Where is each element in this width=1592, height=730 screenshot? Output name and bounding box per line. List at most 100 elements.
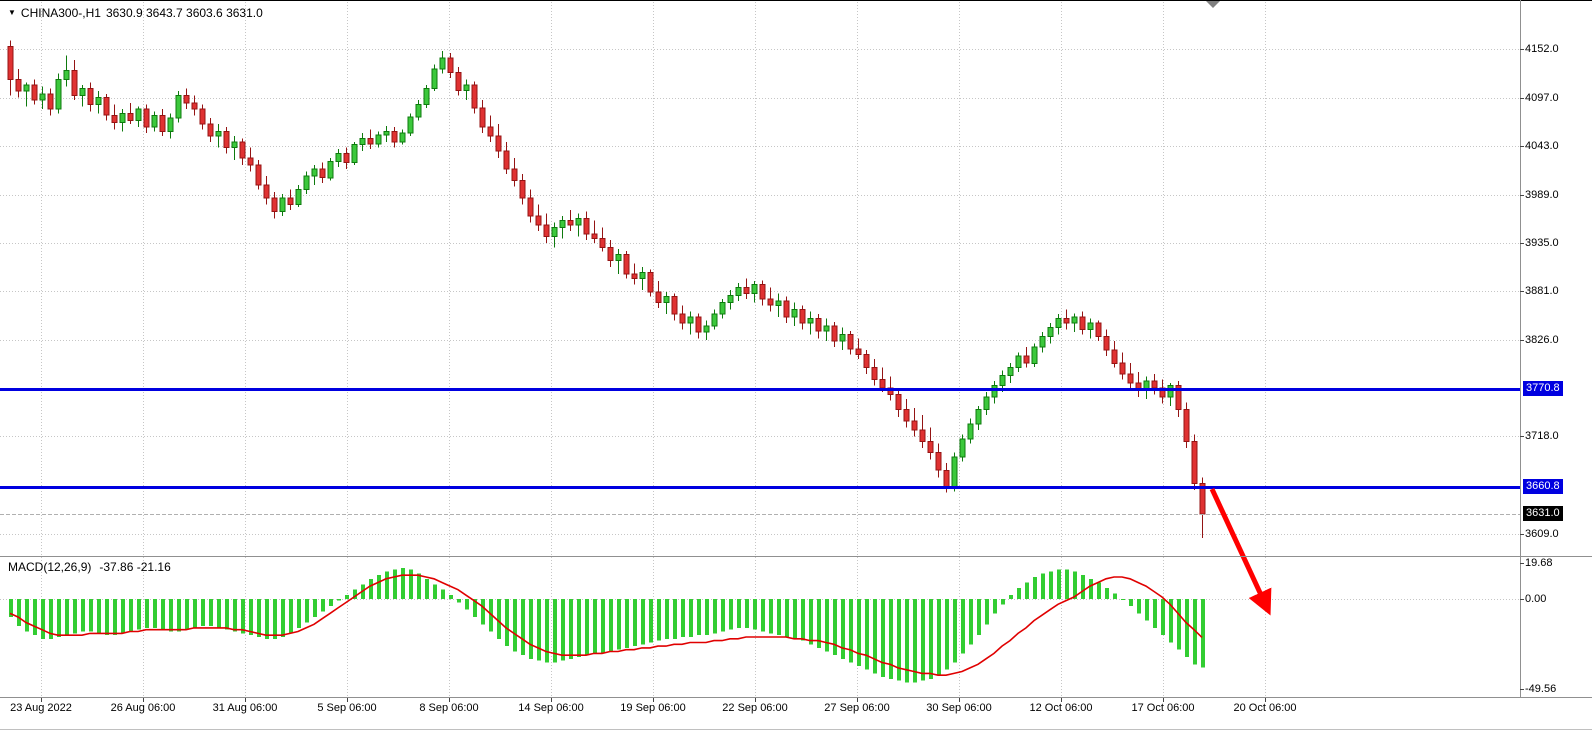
bull-candle — [551, 227, 558, 238]
macd-bar — [97, 598, 101, 634]
macd-bar — [161, 598, 165, 630]
bear-candle — [919, 429, 926, 443]
time-axis-label: 20 Oct 06:00 — [1233, 702, 1297, 714]
price-axis-label: 3718.0 — [1525, 430, 1559, 443]
macd-bar — [649, 598, 653, 643]
chart-shift-marker[interactable] — [1206, 1, 1220, 8]
bull-candle — [807, 318, 814, 324]
macd-bar — [425, 578, 429, 599]
candles — [7, 40, 1206, 539]
macd-bar — [1161, 598, 1165, 636]
bear-candle — [487, 126, 494, 137]
bear-candle — [799, 309, 806, 324]
macd-bar — [697, 598, 701, 636]
time-axis[interactable]: 23 Aug 2022 26 Aug 06:00 31 Aug 06:00 5 Sep… — [0, 698, 1592, 730]
bull-candle — [967, 423, 974, 440]
macd-bar — [457, 598, 461, 603]
bull-candle — [415, 104, 422, 118]
bear-candle — [519, 179, 526, 199]
macd-bar — [833, 598, 837, 656]
price-axis[interactable]: 4152.0 4097.0 4043.0 3989.0 3935.0 3881.0 3826… — [1521, 0, 1592, 698]
macd-bar — [1001, 598, 1005, 605]
macd-bar — [217, 598, 221, 628]
bear-candle — [15, 79, 22, 92]
macd-indicator-label: MACD(12,26,9) -37.86 -21.16 — [8, 560, 171, 574]
macd-bar — [153, 598, 157, 628]
macd-bar — [1145, 598, 1149, 621]
bear-candle — [583, 218, 590, 235]
macd-bar — [377, 575, 381, 599]
time-axis-label: 5 Sep 06:00 — [317, 702, 377, 714]
bear-candle — [287, 197, 294, 205]
macd-bar — [481, 598, 485, 625]
macd-bar — [465, 598, 469, 610]
macd-bar — [201, 598, 205, 627]
bear-candle — [655, 291, 662, 304]
bear-candle — [103, 96, 110, 116]
bear-candle — [671, 295, 678, 315]
macd-bar — [673, 598, 677, 639]
macd-bar — [921, 598, 925, 681]
bear-candle — [847, 334, 854, 350]
macd-bar — [865, 598, 869, 670]
macd-bar — [569, 598, 573, 659]
bear-candle — [495, 135, 502, 152]
macd-bar — [1185, 598, 1189, 657]
bear-candle — [87, 88, 94, 106]
bull-candle — [119, 113, 126, 123]
macd-bar — [665, 598, 669, 639]
bear-candle — [183, 95, 190, 104]
macd-bar — [449, 595, 453, 599]
bear-candle — [1095, 322, 1102, 338]
macd-bar — [577, 598, 581, 657]
bull-candle — [175, 95, 182, 119]
bull-candle — [1007, 367, 1014, 377]
macd-bar — [729, 598, 733, 630]
macd-bar — [17, 598, 21, 627]
macd-bar — [9, 598, 13, 617]
macd-bar — [601, 598, 605, 654]
bear-candle — [1023, 355, 1030, 364]
bear-candle — [863, 353, 870, 369]
macd-bar — [57, 598, 61, 637]
price-axis-label: 3826.0 — [1525, 334, 1559, 347]
macd-axis-label: 19.68 — [1525, 557, 1553, 570]
bear-candle — [159, 114, 166, 132]
macd-bar — [609, 598, 613, 652]
bear-candle — [239, 141, 246, 159]
bull-candle — [1071, 316, 1078, 324]
gridlines — [0, 2, 1520, 697]
time-axis-label: 12 Oct 06:00 — [1029, 702, 1093, 714]
bear-candle — [1063, 318, 1070, 324]
time-axis-label: 23 Aug 2022 — [10, 702, 72, 714]
bull-candle — [687, 316, 694, 324]
macd-bar — [985, 598, 989, 625]
bear-candle — [143, 108, 150, 128]
macd-bar — [177, 598, 181, 632]
bull-candle — [983, 396, 990, 411]
bear-candle — [767, 298, 774, 306]
macd-bar — [529, 598, 533, 659]
macd-bar — [937, 598, 941, 676]
trend-arrow[interactable] — [1209, 487, 1272, 616]
bear-candle — [911, 420, 918, 431]
macd-bar — [1121, 598, 1125, 600]
bull-candle — [735, 286, 742, 296]
macd-bar — [1049, 571, 1053, 599]
macd-bar — [905, 598, 909, 683]
bear-candle — [599, 237, 606, 248]
bear-candle — [7, 46, 14, 81]
bull-candle — [951, 456, 958, 487]
bull-candle — [135, 108, 142, 122]
macd-bar — [1089, 578, 1093, 599]
bull-candle — [1047, 327, 1054, 338]
symbol-dropdown-icon[interactable]: ▼ — [8, 8, 16, 17]
macd-bar — [889, 598, 893, 679]
time-axis-label: 26 Aug 06:00 — [110, 702, 176, 714]
bear-candle — [879, 378, 886, 389]
macd-bar — [809, 598, 813, 645]
macd-bar — [257, 598, 261, 637]
macd-values: -37.86 -21.16 — [99, 560, 171, 574]
